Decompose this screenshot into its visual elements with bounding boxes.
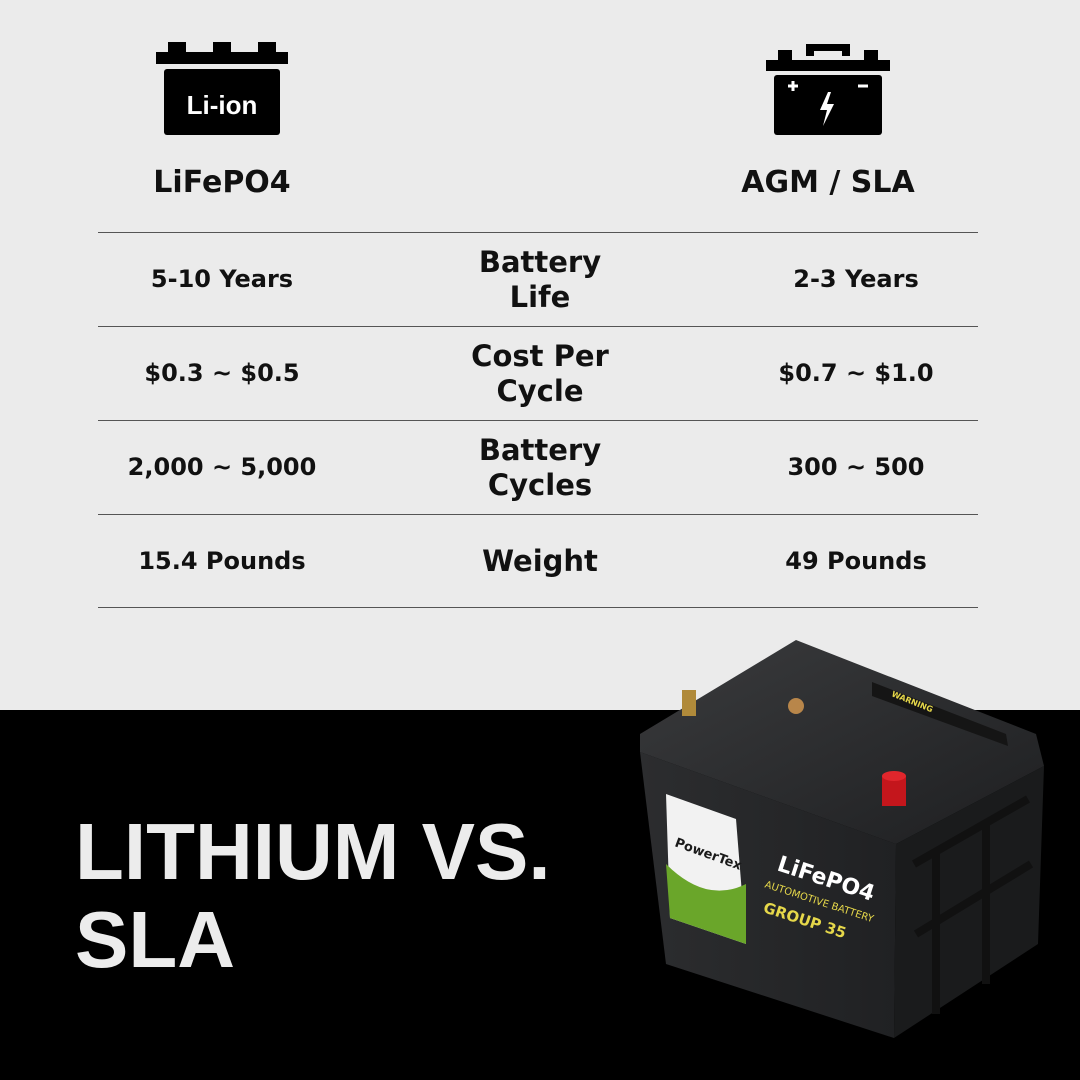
metric-label: Cost Per Cycle — [471, 338, 609, 408]
table-row: 2,000 ~ 5,000 Battery Cycles 300 ~ 500 — [98, 420, 978, 514]
title-line-2: SLA — [75, 895, 235, 984]
agm-sla-header: AGM / SLA — [741, 165, 915, 200]
lead-acid-battery-icon — [766, 44, 890, 135]
lifepo4-header: LiFePO4 — [153, 165, 291, 200]
metric-label: Battery Cycles — [478, 432, 602, 502]
sla-value: 49 Pounds — [785, 546, 927, 575]
metric-label: Weight — [482, 543, 598, 578]
lifepo4-value: 5-10 Years — [150, 265, 294, 294]
li-ion-battery-icon: Li-ion — [156, 42, 288, 135]
lifepo4-value: $0.3 ~ $0.5 — [144, 359, 300, 388]
sla-value: $0.7 ~ $1.0 — [778, 359, 934, 388]
lifepo4-value: 15.4 Pounds — [138, 546, 306, 575]
comparison-table: 5-10 Years Battery Life 2-3 Years $0.3 ~… — [98, 232, 978, 608]
table-row: 5-10 Years Battery Life 2-3 Years — [98, 232, 978, 326]
table-row: $0.3 ~ $0.5 Cost Per Cycle $0.7 ~ $1.0 — [98, 326, 978, 420]
metric-label: Battery Life — [478, 244, 602, 314]
sla-value: 2-3 Years — [793, 265, 919, 294]
li-ion-text: Li-ion — [187, 90, 258, 120]
page-title: LITHIUM VS. SLA — [75, 808, 551, 984]
title-line-1: LITHIUM VS. — [75, 807, 551, 896]
table-row: 15.4 Pounds Weight 49 Pounds — [98, 514, 978, 608]
battery-product-image: WARNING PowerTex LiFePO4 AUTOMOTIVE BATT… — [640, 640, 1044, 1038]
lifepo4-value: 2,000 ~ 5,000 — [127, 453, 317, 482]
sla-value: 300 ~ 500 — [787, 453, 925, 482]
